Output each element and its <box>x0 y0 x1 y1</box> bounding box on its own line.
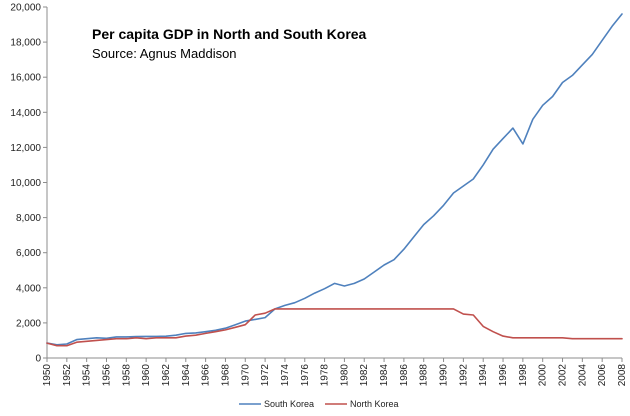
y-tick-label: 16,000 <box>10 73 41 84</box>
y-tick-label: 6,000 <box>16 248 41 259</box>
x-tick-label: 1984 <box>379 364 390 387</box>
x-tick-label: 1952 <box>62 364 73 387</box>
y-tick-label: 10,000 <box>10 178 41 189</box>
y-tick-label: 0 <box>35 354 41 365</box>
legend-label: South Korea <box>264 399 314 409</box>
x-tick-label: 1954 <box>82 364 93 387</box>
series-line-south-korea <box>46 13 623 346</box>
x-tick-label: 1976 <box>300 364 311 387</box>
x-tick-label: 1964 <box>181 364 192 387</box>
x-tick-label: 2002 <box>558 364 569 387</box>
series-lines <box>46 13 623 347</box>
legend: South Korea North Korea <box>239 399 399 409</box>
x-tick-label: 1950 <box>42 364 53 387</box>
x-tick-label: 2004 <box>577 364 588 387</box>
y-tick-label: 8,000 <box>16 213 41 224</box>
x-tick-labels: 1950 1952 1954 1956 1958 1960 1962 1964 1966 1968… <box>42 358 628 386</box>
y-tick-label: 4,000 <box>16 283 41 294</box>
y-tick-label: 2,000 <box>16 318 41 329</box>
x-tick-label: 1998 <box>518 364 529 387</box>
x-tick-label: 1980 <box>339 364 350 387</box>
x-tick-label: 2000 <box>538 364 549 387</box>
x-tick-label: 1990 <box>439 364 450 387</box>
x-tick-label: 1956 <box>101 364 112 387</box>
x-tick-label: 1996 <box>498 364 509 387</box>
x-tick-label: 1958 <box>121 364 132 387</box>
x-tick-label: 1966 <box>201 364 212 387</box>
x-tick-label: 1970 <box>240 364 251 387</box>
x-tick-label: 1974 <box>280 364 291 387</box>
x-tick-label: 1962 <box>161 364 172 387</box>
x-tick-label: 1988 <box>419 364 430 387</box>
y-tick-label: 12,000 <box>10 143 41 154</box>
legend-label: North Korea <box>350 399 399 409</box>
y-tick-label: 14,000 <box>10 108 41 119</box>
x-tick-label: 1992 <box>458 364 469 387</box>
x-tick-label: 1982 <box>359 364 370 387</box>
y-tick-label: 20,000 <box>10 3 41 14</box>
y-tick-label: 18,000 <box>10 38 41 49</box>
x-tick-label: 2008 <box>617 364 628 387</box>
x-tick-label: 1960 <box>141 364 152 387</box>
x-tick-label: 1978 <box>320 364 331 387</box>
x-tick-label: 1986 <box>399 364 410 387</box>
x-tick-label: 1968 <box>220 364 231 387</box>
chart-subtitle: Source: Agnus Maddison <box>92 46 237 61</box>
x-tick-label: 1994 <box>478 364 489 387</box>
series-line-north-korea <box>46 308 623 347</box>
x-tick-label: 2006 <box>597 364 608 387</box>
y-tick-labels: 0 2,000 4,000 6,000 8,000 10,000 12,000 14,000 1… <box>10 3 47 365</box>
x-tick-label: 1972 <box>260 364 271 387</box>
chart-title: Per capita GDP in North and South Korea <box>92 26 367 42</box>
